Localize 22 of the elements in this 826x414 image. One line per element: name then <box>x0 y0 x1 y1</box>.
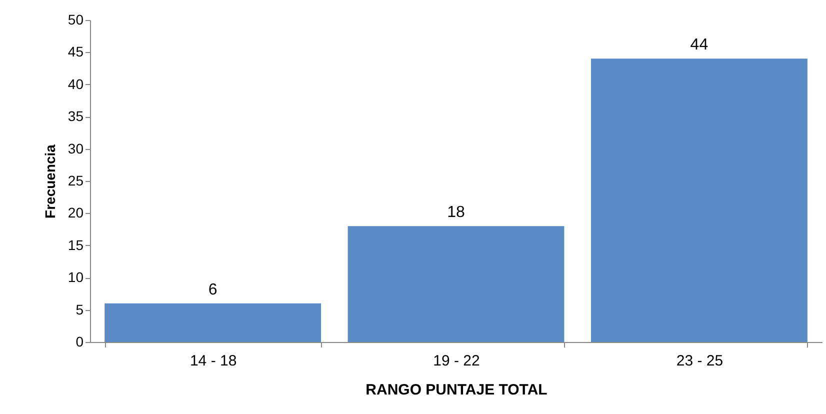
y-tick-label: 15 <box>68 236 84 253</box>
x-axis-title: RANGO PUNTAJE TOTAL <box>366 382 548 398</box>
y-tick-label: 40 <box>68 76 84 92</box>
bar <box>590 58 808 342</box>
data-label: 18 <box>447 204 465 222</box>
y-tick-label: 30 <box>68 140 84 156</box>
data-label: 44 <box>690 36 708 54</box>
y-tick-label: 10 <box>68 269 84 286</box>
data-label: 6 <box>208 281 218 298</box>
bar <box>104 303 322 342</box>
y-tick-label: 50 <box>68 12 84 28</box>
y-tick-label: 0 <box>76 334 84 350</box>
y-tick-label: 20 <box>68 204 84 221</box>
y-tick-label: 5 <box>76 301 84 318</box>
bar <box>348 226 564 342</box>
x-tick-label: 14 - 18 <box>190 352 237 370</box>
x-tick-label: 23 - 25 <box>676 352 724 370</box>
y-tick-label: 45 <box>68 44 84 60</box>
y-axis-title: Frecuencia <box>42 144 58 218</box>
y-tick-label: 35 <box>68 108 84 124</box>
y-tick-label: 25 <box>68 172 84 188</box>
x-tick-label: 19 - 22 <box>433 352 480 370</box>
